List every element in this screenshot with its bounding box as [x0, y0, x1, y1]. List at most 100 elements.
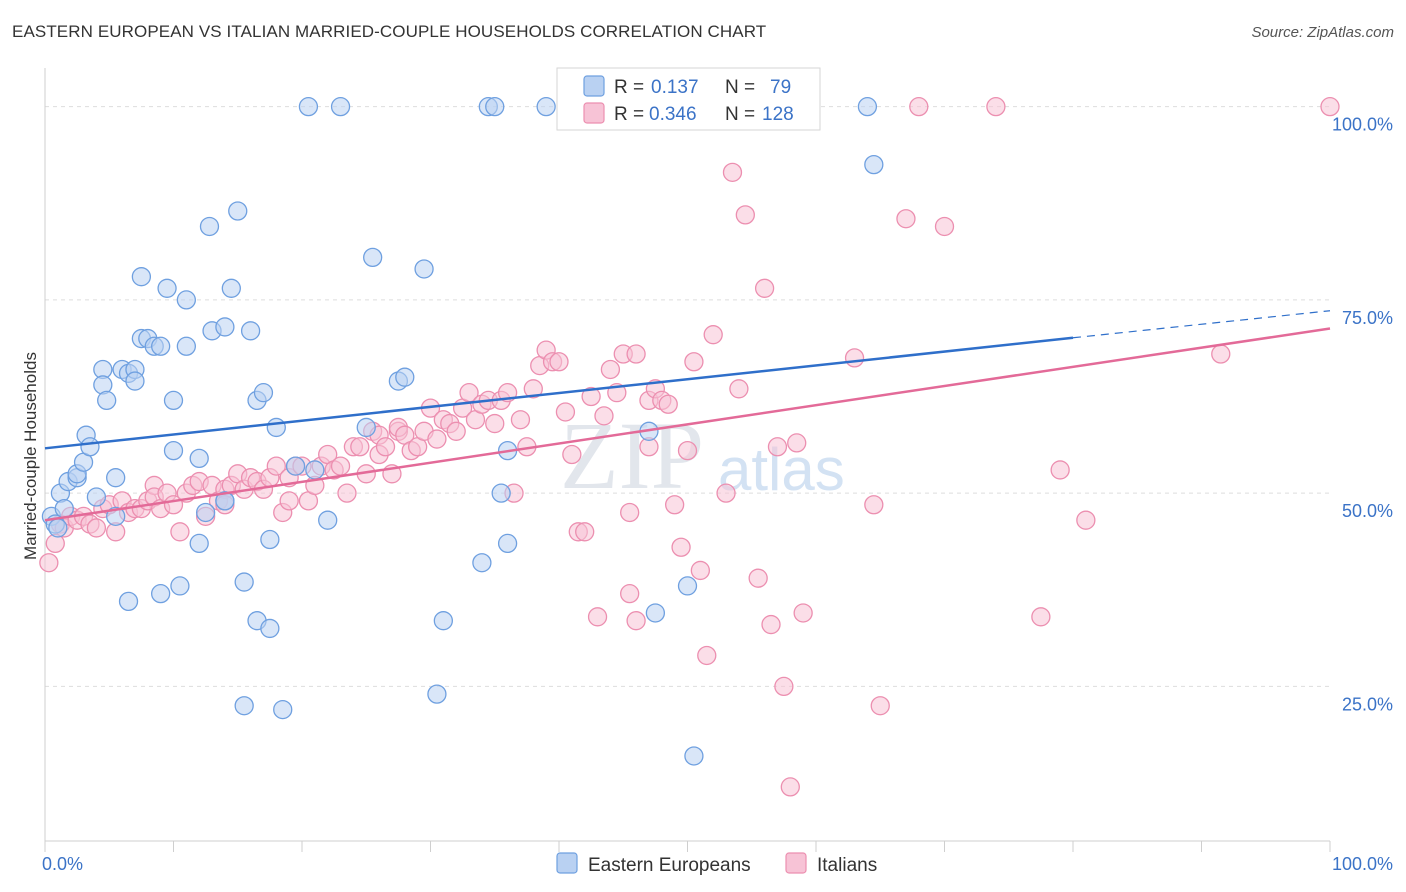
- eastern-trend-extension: [1072, 310, 1331, 339]
- eastern-point: [330, 97, 351, 117]
- italian-point: [266, 456, 286, 476]
- italian-point: [446, 421, 466, 441]
- eastern-point: [356, 417, 376, 438]
- eastern-point: [414, 259, 434, 279]
- eastern-point: [240, 321, 261, 341]
- eastern-point: [106, 506, 126, 526]
- chart-source: Source: ZipAtlas.com: [1251, 24, 1394, 41]
- eastern-point: [536, 97, 556, 117]
- italian-point: [626, 344, 646, 364]
- series-legend-swatch-italian[interactable]: [785, 852, 807, 874]
- eastern-trend-line: [44, 336, 1074, 450]
- eastern-point: [298, 97, 319, 117]
- italian-point: [671, 537, 691, 557]
- italian-point: [722, 162, 743, 183]
- italian-point: [587, 607, 608, 627]
- eastern-point: [118, 591, 139, 612]
- stats-legend-n-label-2: N =: [725, 104, 755, 125]
- italian-point: [844, 348, 865, 368]
- axis-layer: [44, 68, 1331, 852]
- italian-point: [697, 645, 717, 666]
- eastern-point: [645, 603, 666, 623]
- y-tick-labels: 100.0% 75.0% 50.0% 25.0%: [1332, 115, 1393, 715]
- series-legend-swatch-eastern[interactable]: [556, 852, 578, 874]
- eastern-point: [80, 437, 100, 457]
- italian-point: [86, 518, 107, 538]
- stats-legend-swatch-eastern: [583, 75, 605, 97]
- italian-point: [555, 402, 576, 422]
- eastern-point: [157, 278, 177, 298]
- italian-trend-line: [44, 327, 1331, 522]
- italian-point: [1320, 97, 1340, 117]
- italian-point: [375, 437, 396, 457]
- grid-layer: [45, 106, 1330, 687]
- series-legend-label-italian[interactable]: Italians: [817, 855, 877, 876]
- eastern-point: [48, 518, 68, 538]
- italian-point: [761, 614, 781, 635]
- eastern-point: [125, 371, 145, 391]
- italian-point: [864, 495, 884, 515]
- points-layer: [39, 97, 1340, 797]
- italian-point: [1050, 460, 1070, 480]
- italian-point: [684, 352, 704, 372]
- eastern-point: [684, 746, 704, 766]
- stats-legend-r-value-1: 0.137: [651, 77, 699, 98]
- eastern-point: [199, 216, 220, 237]
- italian-point: [330, 456, 351, 476]
- eastern-point: [273, 699, 293, 720]
- italian-point: [600, 359, 621, 380]
- italian-point: [1211, 344, 1231, 364]
- eastern-point: [189, 448, 209, 469]
- italian-point: [594, 406, 614, 426]
- stats-legend-swatch-italian: [583, 102, 605, 124]
- eastern-point: [176, 336, 197, 356]
- stats-legend-n-value-2: 128: [762, 104, 794, 125]
- stats-legend-r-label-1: R =: [614, 77, 644, 98]
- y-tick-label: 75.0%: [1342, 308, 1393, 328]
- eastern-point: [163, 390, 184, 411]
- italian-point: [735, 205, 755, 225]
- italian-point: [870, 696, 890, 716]
- eastern-point: [215, 491, 235, 511]
- eastern-point: [170, 576, 190, 596]
- eastern-point: [305, 460, 325, 480]
- eastern-point: [677, 576, 698, 596]
- italian-point: [485, 413, 505, 434]
- italian-point: [703, 325, 723, 345]
- eastern-point: [221, 278, 241, 298]
- eastern-point: [131, 267, 152, 287]
- eastern-point: [260, 618, 280, 639]
- eastern-point: [472, 553, 492, 573]
- y-tick-label: 100.0%: [1332, 115, 1393, 135]
- x-tick-label-min: 0.0%: [42, 854, 83, 874]
- eastern-point: [86, 487, 107, 507]
- italian-point: [39, 553, 59, 573]
- italian-point: [549, 352, 569, 372]
- eastern-point: [150, 336, 171, 356]
- italian-point: [909, 97, 929, 117]
- italian-point: [337, 483, 357, 503]
- italian-point: [575, 522, 595, 542]
- eastern-point: [857, 97, 878, 117]
- eastern-point: [363, 247, 383, 268]
- italian-point: [774, 676, 794, 697]
- italian-point: [767, 437, 788, 457]
- stats-legend-n-value-1: 79: [770, 77, 791, 98]
- eastern-point: [234, 572, 254, 592]
- eastern-point: [215, 317, 235, 337]
- eastern-point: [864, 154, 884, 175]
- italian-point: [170, 522, 190, 542]
- eastern-point: [106, 468, 126, 488]
- y-tick-label: 25.0%: [1342, 694, 1393, 714]
- stats-legend: R = 0.137 N = 79 R = 0.346 N = 128: [556, 67, 821, 131]
- y-tick-label: 50.0%: [1342, 501, 1393, 521]
- italian-point: [780, 777, 800, 797]
- italian-point: [665, 495, 685, 515]
- series-legend-label-eastern[interactable]: Eastern Europeans: [588, 855, 751, 876]
- x-tick-label-max: 100.0%: [1332, 854, 1393, 874]
- eastern-point: [433, 611, 454, 631]
- chart-title: EASTERN EUROPEAN VS ITALIAN MARRIED-COUP…: [12, 22, 767, 41]
- eastern-point: [234, 696, 254, 716]
- stats-legend-r-value-2: 0.346: [649, 104, 697, 125]
